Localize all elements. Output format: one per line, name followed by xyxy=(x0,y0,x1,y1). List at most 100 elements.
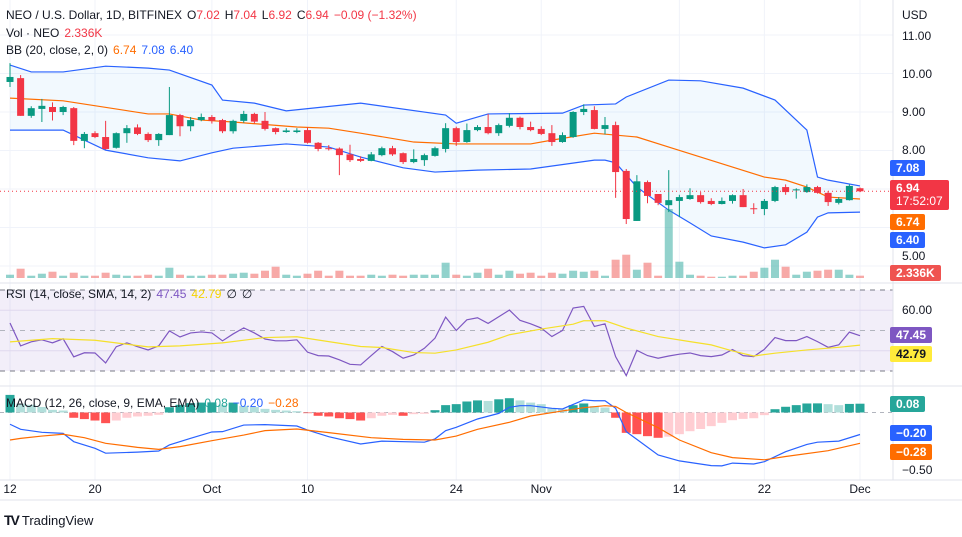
macd-histogram-bar xyxy=(16,403,26,413)
macd-label[interactable]: MACD (12, 26, close, 9, EMA, EMA) xyxy=(6,396,200,410)
macd-histogram-bar xyxy=(504,398,514,413)
candle-body xyxy=(665,200,673,206)
candle-body xyxy=(580,108,588,112)
time-tick: 14 xyxy=(672,482,687,496)
candle-body xyxy=(760,200,768,210)
candle-body xyxy=(824,192,832,203)
candle-body xyxy=(335,148,343,156)
time-tick: 20 xyxy=(88,482,102,496)
candle-body xyxy=(505,117,513,126)
candle-body xyxy=(537,128,545,134)
volume-bar xyxy=(261,270,269,278)
chart-canvas[interactable] xyxy=(0,0,962,505)
volume-bar xyxy=(409,274,418,278)
bb-upper-value: 7.08 xyxy=(141,43,165,57)
volume-bar xyxy=(431,274,439,278)
volume-bar xyxy=(69,272,78,278)
macd-histogram-bar xyxy=(175,404,185,413)
rsi-label[interactable]: RSI (14, close, SMA, 14, 2) xyxy=(6,287,152,301)
volume-bar xyxy=(27,275,36,278)
bb-lower-tag: 6.40 xyxy=(890,232,926,248)
volume-bar xyxy=(643,262,652,278)
macd-histogram-bar xyxy=(186,403,196,413)
candle-body xyxy=(612,125,620,173)
candle-body xyxy=(495,125,503,134)
macd-histogram-bar xyxy=(738,412,748,419)
candle-body xyxy=(208,117,216,121)
volume-bar xyxy=(207,274,216,278)
macd-histogram-bar xyxy=(547,408,557,413)
candle-body xyxy=(91,133,99,138)
macd-histogram-bar xyxy=(111,412,121,421)
macd-histogram-bar xyxy=(356,412,366,421)
rsi-value: 47.45 xyxy=(156,287,187,301)
macd-histogram-bar xyxy=(813,403,822,413)
volume-bar xyxy=(781,266,790,278)
candle-body xyxy=(729,195,736,201)
bb-label[interactable]: BB (20, close, 2, 0) xyxy=(6,43,109,57)
bb-basis-tag: 6.74 xyxy=(890,214,926,230)
volume-bar xyxy=(112,274,121,278)
macd-histogram-bar xyxy=(526,402,536,413)
macd-histogram-bar xyxy=(398,412,408,416)
macd-histogram-bar xyxy=(632,412,642,435)
macd-histogram-bar xyxy=(419,412,429,414)
volume-bar xyxy=(622,254,631,278)
candle-body xyxy=(633,181,641,221)
candle-body xyxy=(176,115,184,127)
volume-bar xyxy=(845,274,854,278)
currency-label[interactable]: USD xyxy=(902,8,928,22)
candle-body xyxy=(144,133,152,141)
candle-body xyxy=(272,128,280,133)
price-tick: 10.00 xyxy=(902,67,933,81)
macd-histogram-bar xyxy=(101,412,111,424)
macd-histogram-bar xyxy=(292,411,302,413)
candle-body xyxy=(601,125,609,129)
rsi-empty-value: ∅ xyxy=(226,287,237,301)
macd-histogram-bar xyxy=(589,406,599,413)
volume-bar xyxy=(569,270,578,278)
rsi-sma-line xyxy=(9,320,861,357)
volume-bar xyxy=(356,275,365,278)
candle-body xyxy=(282,130,290,133)
tradingview-logo-text[interactable]: TradingView xyxy=(21,512,94,528)
candle-body xyxy=(219,120,226,132)
volume-bar xyxy=(6,274,14,278)
volume-label[interactable]: Vol · NEO xyxy=(6,26,60,40)
high-value: 7.04 xyxy=(233,8,257,22)
macd-histogram-bar xyxy=(515,400,525,413)
volume-bar xyxy=(547,272,556,278)
candle-body xyxy=(389,148,396,155)
open-value: 7.02 xyxy=(196,8,220,22)
symbol-title[interactable]: NEO / U.S. Dollar, 1D, BITFINEX xyxy=(6,8,183,22)
candle-body xyxy=(346,154,354,161)
volume-bar xyxy=(749,271,758,278)
candle-body xyxy=(803,187,811,193)
macd-histogram-bar xyxy=(207,402,217,413)
macd-histogram-bar xyxy=(271,409,281,413)
candle-body xyxy=(452,128,460,143)
macd-histogram-bar xyxy=(164,407,174,413)
time-tick: 24 xyxy=(449,482,463,496)
volume-bar xyxy=(399,275,408,278)
price-tick: 8.00 xyxy=(902,143,926,157)
tradingview-logo-icon[interactable]: TV xyxy=(4,512,20,528)
volume-bar xyxy=(686,274,694,278)
macd-histogram-bar xyxy=(664,412,674,437)
macd-histogram-bar xyxy=(834,405,844,413)
volume-bars xyxy=(6,209,864,278)
close-label: C xyxy=(296,8,306,22)
macd-histogram-bar xyxy=(122,412,132,418)
macd-histogram-bar xyxy=(228,402,238,413)
bb-basis-value: 6.74 xyxy=(113,43,137,57)
macd-histogram-bar xyxy=(334,412,344,419)
candle-body xyxy=(792,189,800,191)
volume-bar xyxy=(377,275,386,278)
candle-body xyxy=(70,108,78,141)
candle-body xyxy=(410,158,418,163)
rsi-legend: RSI (14, close, SMA, 14, 2) 47.45 42.79 ∅ ∅ xyxy=(6,287,257,301)
macd-histogram-bar xyxy=(855,403,865,413)
candle-body xyxy=(187,120,195,127)
macd-histogram-tag: 0.08 xyxy=(890,396,926,412)
macd-histogram-bar xyxy=(388,412,397,415)
